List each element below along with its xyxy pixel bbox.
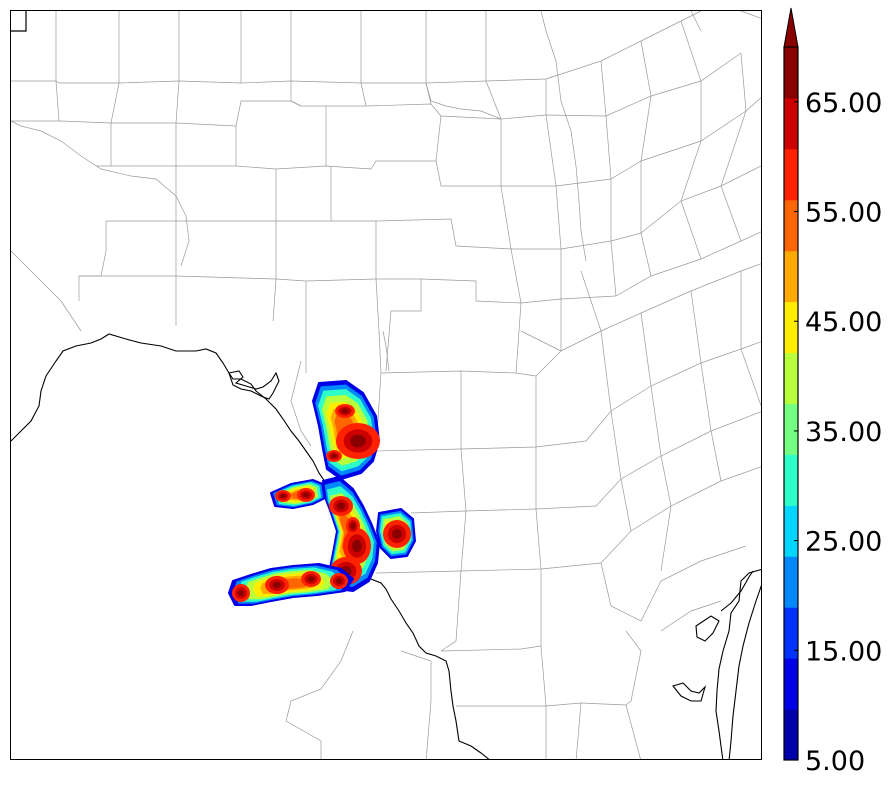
- colorbar-band: [784, 301, 798, 354]
- reflectivity-core: [302, 492, 310, 498]
- reflectivity-core: [392, 529, 402, 539]
- reflectivity-core: [280, 493, 286, 499]
- colorbar-tick-label: 55.00: [805, 198, 882, 229]
- colorbar-band: [784, 199, 798, 252]
- county-boundaries: [11, 11, 761, 759]
- reflectivity-map: [10, 10, 762, 760]
- colorbar-bands: [784, 47, 798, 761]
- colorbar-band: [784, 709, 798, 761]
- colorbar-band: [784, 148, 798, 201]
- reflectivity-core: [307, 576, 315, 582]
- reflectivity-core: [335, 578, 343, 584]
- colorbar-band: [784, 607, 798, 659]
- central-cell: [322, 476, 380, 592]
- colorbar-tick-labels: 5.00 15.00 25.00 35.00 45.00 55.00 65.00: [794, 88, 882, 777]
- colorbar-band: [784, 454, 798, 506]
- colorbar-band: [784, 658, 798, 710]
- reflectivity-core: [350, 522, 356, 530]
- colorbar-tick-label: 45.00: [805, 307, 882, 338]
- reflectivity-core: [352, 539, 362, 553]
- colorbar-extend-arrow: [783, 7, 799, 48]
- reflectivity-core: [350, 434, 366, 448]
- colorbar-band: [784, 556, 798, 608]
- colorbar-band: [784, 505, 798, 557]
- reflectivity-core: [272, 581, 282, 589]
- reflectivity-core: [237, 589, 245, 597]
- radar-reflectivity-cells: [228, 380, 416, 606]
- colorbar-band: [784, 403, 798, 455]
- map-canvas: [11, 11, 761, 759]
- colorbar-band: [784, 47, 798, 99]
- east-cell: [376, 508, 416, 559]
- reflectivity-core: [331, 453, 337, 459]
- colorbar-band: [784, 97, 798, 150]
- colorbar-band: [784, 250, 798, 303]
- reflectivity-core: [336, 502, 346, 510]
- colorbar-band: [784, 352, 798, 404]
- colorbar-tick-label: 35.00: [805, 417, 882, 448]
- reflectivity-core: [341, 408, 349, 414]
- colorbar-outline: [783, 46, 799, 761]
- state-international-borders: [11, 11, 761, 759]
- colorbar-tick-label: 5.00: [805, 746, 865, 777]
- west-arm-cell: [270, 479, 326, 509]
- southwest-band-cell: [228, 563, 354, 606]
- colorbar-tick-label: 25.00: [805, 527, 882, 558]
- colorbar-tick-label: 15.00: [805, 636, 882, 667]
- colorbar-tick-label: 65.00: [805, 88, 882, 119]
- north-cell: [312, 380, 380, 480]
